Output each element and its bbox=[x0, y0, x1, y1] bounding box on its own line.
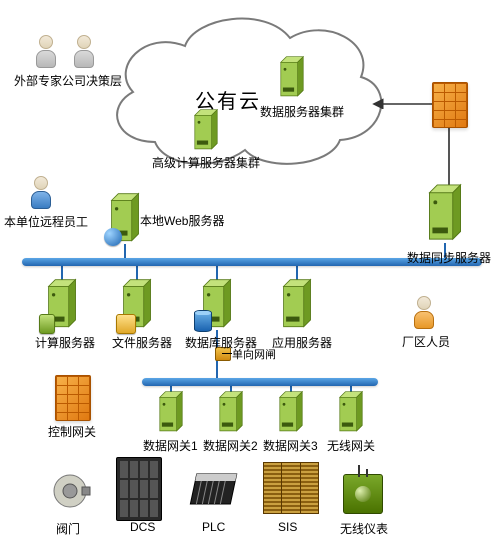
label-control-gateway: 控制网关 bbox=[48, 423, 96, 440]
person-factory-staff bbox=[413, 296, 435, 330]
server-cloud-data-cluster bbox=[278, 55, 306, 99]
label-sis: SIS bbox=[278, 520, 297, 534]
server-sync bbox=[425, 183, 465, 243]
server-gateway-3 bbox=[277, 390, 305, 434]
label-db-server: 数据库服务器 bbox=[185, 334, 257, 351]
label-wireless-instrument: 无线仪表 bbox=[340, 520, 388, 537]
oneway-dash bbox=[222, 353, 232, 354]
server-file bbox=[120, 278, 154, 330]
globe-icon bbox=[104, 228, 122, 246]
label-external-expert: 外部专家 bbox=[14, 72, 62, 89]
hw-wireless-instrument bbox=[340, 468, 386, 520]
cloud-firewall bbox=[432, 82, 468, 128]
label-sync-server: 数据同步服务器 bbox=[407, 249, 491, 266]
hw-dcs bbox=[116, 460, 162, 518]
hw-sis bbox=[262, 462, 320, 514]
server-gateway-1 bbox=[157, 390, 185, 434]
label-dcs: DCS bbox=[130, 520, 155, 534]
person-external-expert bbox=[35, 35, 57, 69]
server-app bbox=[280, 278, 314, 330]
db-icon bbox=[194, 310, 212, 332]
label-remote-staff: 本单位远程员工 bbox=[4, 213, 88, 230]
server-gateway-2 bbox=[217, 390, 245, 434]
drop-web bbox=[124, 244, 126, 258]
server-db bbox=[200, 278, 234, 330]
server-web bbox=[108, 192, 142, 244]
server-calc bbox=[45, 278, 79, 330]
label-factory-staff: 厂区人员 bbox=[402, 333, 450, 350]
label-web-server: 本地Web服务器 bbox=[140, 212, 224, 229]
label-wireless-gateway: 无线网关 bbox=[327, 437, 375, 454]
label-gateway-3: 数据网关3 bbox=[263, 437, 318, 454]
label-calc-server: 计算服务器 bbox=[35, 334, 95, 351]
mini-server-icon bbox=[39, 314, 55, 334]
folder-icon bbox=[116, 314, 136, 334]
arrow-firewall-to-cloud bbox=[370, 96, 440, 112]
server-cloud-calc-cluster bbox=[192, 108, 220, 152]
bottom-bus bbox=[142, 378, 378, 386]
server-wireless-gateway bbox=[337, 390, 365, 434]
label-cloud-data-cluster: 数据服务器集群 bbox=[260, 103, 344, 120]
hw-valve bbox=[44, 465, 96, 517]
hw-plc bbox=[188, 465, 240, 517]
person-remote-staff bbox=[30, 176, 52, 210]
label-company-decision: 公司决策层 bbox=[62, 72, 122, 89]
diagram-stage: 公有云 外部专家 公司决策层 本单位远程员工 厂区人员 控制网关 单向网闸 bbox=[0, 0, 500, 538]
label-file-server: 文件服务器 bbox=[112, 334, 172, 351]
link-firewall-sync bbox=[448, 128, 450, 186]
control-gateway bbox=[55, 375, 91, 421]
label-valve: 阀门 bbox=[56, 520, 80, 537]
label-plc: PLC bbox=[202, 520, 225, 534]
label-cloud-calc-cluster: 高级计算服务器集群 bbox=[152, 154, 260, 171]
label-app-server: 应用服务器 bbox=[272, 334, 332, 351]
label-gateway-1: 数据网关1 bbox=[143, 437, 198, 454]
person-company-decision bbox=[73, 35, 95, 69]
label-gateway-2: 数据网关2 bbox=[203, 437, 258, 454]
